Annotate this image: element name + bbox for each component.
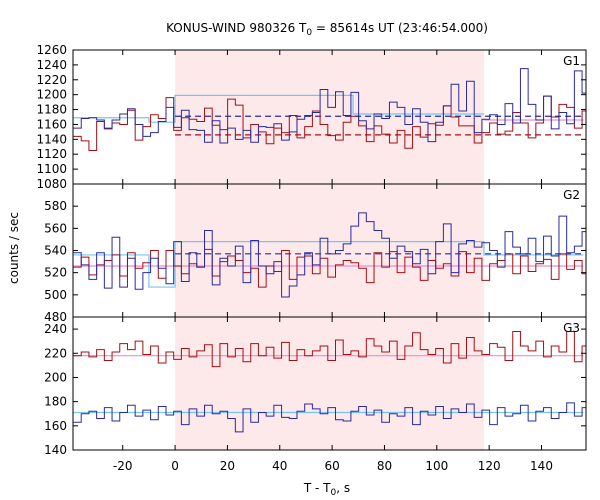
chart-title-rest: = 85614s UT (23:46:54.000) <box>312 21 488 35</box>
y-tick-label: 240 <box>44 322 67 336</box>
panel-g2: 480 500 520 540 560 580 G2 <box>44 183 587 324</box>
y-tick-label: 480 <box>44 310 67 324</box>
lightcurve-blue <box>73 212 586 298</box>
y-tick-label: 560 <box>44 221 67 235</box>
x-tick-label: -20 <box>113 459 133 473</box>
x-axis-label-rest: , s <box>336 481 350 495</box>
y-tick-label: 1080 <box>36 177 67 191</box>
lightcurve-blue <box>73 68 586 144</box>
shaded-interval <box>175 50 484 184</box>
y-axis-label: counts / sec <box>7 212 21 284</box>
x-tick-label: 80 <box>377 459 392 473</box>
x-axis-label: T - T0, s <box>303 481 350 498</box>
y-tick-label: 1240 <box>36 58 67 72</box>
plot-area: 1080110011201140116011801200122012401260… <box>36 43 587 473</box>
shaded-interval <box>175 317 484 450</box>
y-tick-label: 1200 <box>36 88 67 102</box>
panel-g3: 140 160 180 200 220 240 G3 <box>44 316 587 457</box>
panel-frame <box>72 316 587 451</box>
x-axis-label-subscript: 0 <box>331 488 337 498</box>
panel-data <box>73 68 586 151</box>
background-level-cyan-solid <box>73 241 584 288</box>
y-tick-label: 1260 <box>36 43 67 57</box>
y-tick-label: 540 <box>44 244 67 258</box>
lightcurve-red <box>73 248 586 288</box>
chart-title: KONUS-WIND 980326 T0 = 85614s UT (23:46:… <box>166 21 488 38</box>
x-axis-label-main: T - T <box>303 481 331 495</box>
y-tick-label: 140 <box>44 443 67 457</box>
panel-g1: 1080110011201140116011801200122012401260… <box>36 43 587 191</box>
lightcurve-blue <box>73 402 586 433</box>
panel-data <box>73 331 586 433</box>
chart-title-subscript: 0 <box>306 28 312 38</box>
y-tick-label: 1140 <box>36 132 67 146</box>
x-tick-label: 140 <box>530 459 553 473</box>
lightcurve-red <box>73 95 586 151</box>
x-tick-label: 60 <box>324 459 339 473</box>
y-tick-label: 1180 <box>36 103 67 117</box>
y-tick-label: 500 <box>44 288 67 302</box>
x-tick-label: 40 <box>272 459 287 473</box>
panel-label: G2 <box>563 188 580 202</box>
background-level-cyan-solid <box>73 94 484 123</box>
panel-data <box>73 212 586 298</box>
y-tick-label: 520 <box>44 266 67 280</box>
y-tick-label: 160 <box>44 419 67 433</box>
y-tick-label: 200 <box>44 370 67 384</box>
y-tick-label: 580 <box>44 199 67 213</box>
y-tick-label: 1100 <box>36 162 67 176</box>
lightcurve-red <box>73 331 586 368</box>
chart-title-main: KONUS-WIND 980326 T <box>166 21 307 35</box>
shaded-interval <box>175 184 484 317</box>
y-tick-label: 180 <box>44 395 67 409</box>
y-tick-label: 1160 <box>36 117 67 131</box>
x-tick-label: 0 <box>171 459 179 473</box>
y-tick-label: 1120 <box>36 147 67 161</box>
x-tick-label: 20 <box>220 459 235 473</box>
y-tick-label: 1220 <box>36 73 67 87</box>
panel-label: G1 <box>563 54 580 68</box>
panel-label: G3 <box>563 321 580 335</box>
y-tick-label: 220 <box>44 346 67 360</box>
x-tick-label: 120 <box>478 459 501 473</box>
x-tick-label: 100 <box>425 459 448 473</box>
